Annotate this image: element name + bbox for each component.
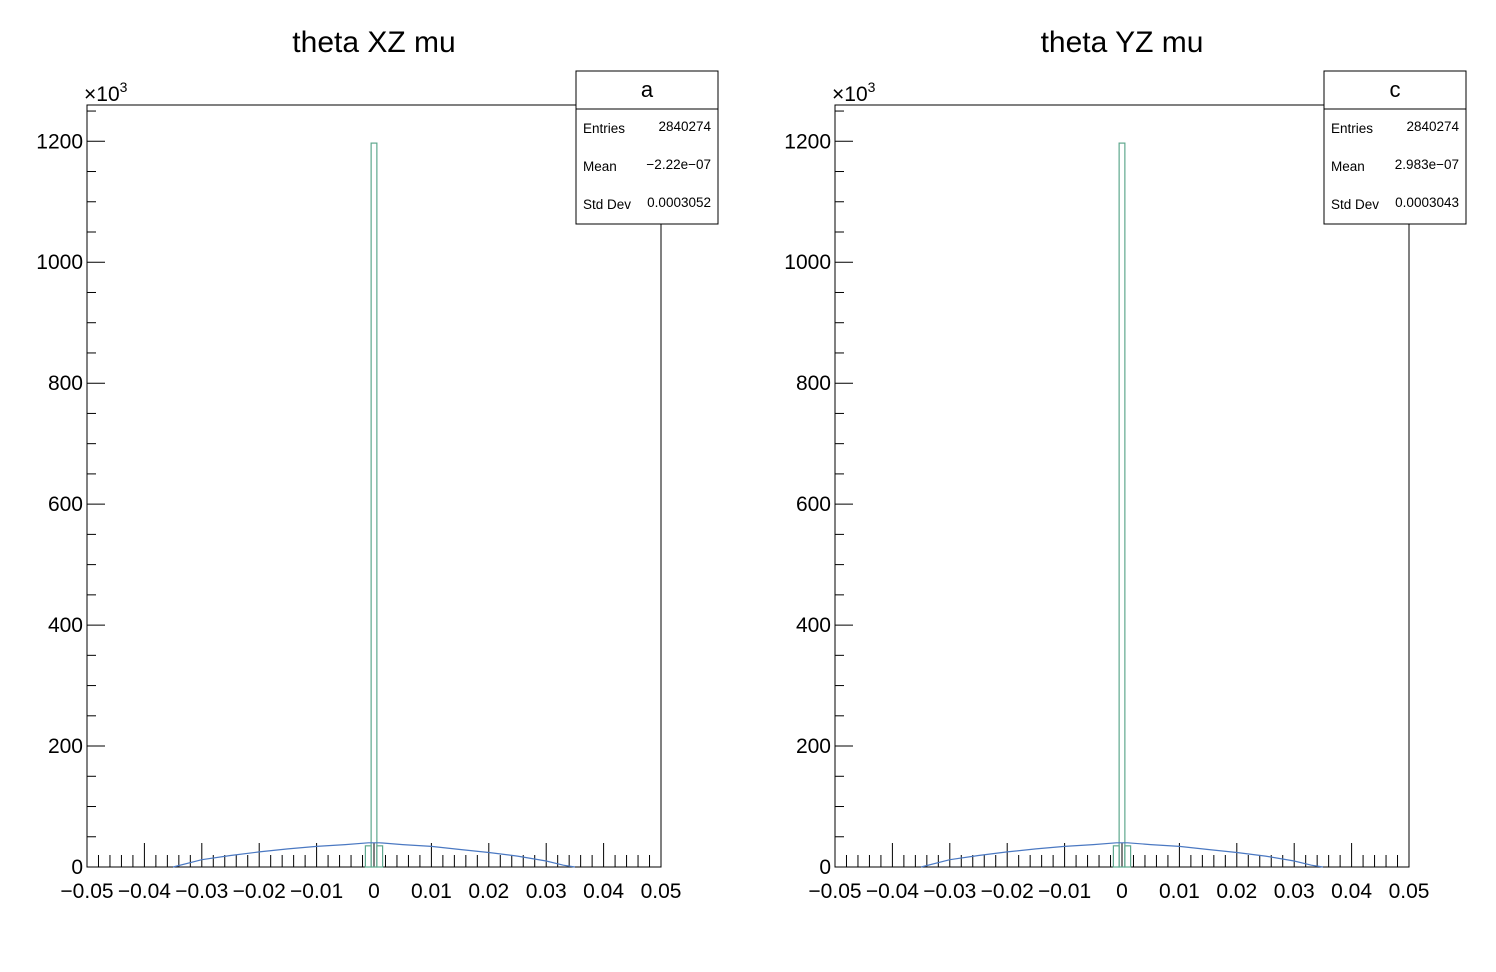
- chart-title: theta YZ mu: [1041, 26, 1204, 59]
- y-multiplier-base: ×10: [832, 83, 868, 106]
- y-tick-label: 0: [71, 856, 83, 879]
- x-tick-label: −0.01: [290, 880, 343, 903]
- y-tick-label: 800: [796, 372, 831, 395]
- y-tick-label: 600: [48, 493, 83, 516]
- x-tick-label: 0.05: [1389, 880, 1430, 903]
- stats-label: Std Dev: [1331, 197, 1379, 212]
- x-tick-label: 0: [368, 880, 380, 903]
- histogram-wide-series: [920, 842, 1323, 868]
- stats-label: Mean: [583, 159, 617, 174]
- x-tick-label: 0: [1116, 880, 1128, 903]
- x-tick-label: 0.03: [1274, 880, 1315, 903]
- x-tick-label: 0.04: [583, 880, 624, 903]
- y-tick-label: 1000: [36, 251, 83, 274]
- x-tick-label: −0.01: [1038, 880, 1091, 903]
- histogram-bin-2: [376, 845, 384, 868]
- stats-value: 0.0003052: [647, 195, 711, 210]
- x-tick-label: −0.05: [60, 880, 113, 903]
- stats-box: c Entries 2840274 Mean 2.983e−07 Std Dev 0.000…: [1323, 70, 1467, 225]
- histogram-panel-0: theta XZ mu ×103 0 200 400 600 800 1000 1200 −0.0…: [36, 26, 719, 903]
- stats-box-frame: [1323, 70, 1467, 225]
- x-tick-label: 0.02: [468, 880, 509, 903]
- chart-title: theta XZ mu: [292, 26, 455, 59]
- plot-frame: [86, 104, 662, 868]
- y-multiplier-exponent: 3: [868, 79, 876, 95]
- y-multiplier-base: ×10: [84, 83, 120, 106]
- stats-box-frame: [575, 70, 719, 225]
- histogram-bin-0: [1112, 845, 1120, 868]
- x-tick-label: −0.03: [923, 880, 976, 903]
- y-tick-label: 1200: [36, 130, 83, 153]
- histogram-panel-1: theta YZ mu ×103 0 200 400 600 800 1000 1200 −0.0…: [784, 26, 1467, 903]
- x-tick-label: 0.03: [526, 880, 567, 903]
- stats-value: 2840274: [1406, 119, 1459, 134]
- x-tick-label: −0.02: [233, 880, 286, 903]
- histogram-wide-series: [172, 842, 575, 868]
- histogram-bin-2: [1124, 845, 1132, 868]
- x-tick-label: 0.01: [1159, 880, 1200, 903]
- stats-value: 2840274: [658, 119, 711, 134]
- stats-value: 2.983e−07: [1395, 157, 1459, 172]
- y-tick-label: 1000: [784, 251, 831, 274]
- plot-frame: [834, 104, 1410, 868]
- histogram-bin-0: [364, 845, 372, 868]
- x-tick-label: −0.04: [118, 880, 171, 903]
- y-multiplier-exponent: 3: [120, 79, 128, 95]
- y-tick-label: 1200: [784, 130, 831, 153]
- stats-box-title: a: [641, 77, 654, 102]
- y-tick-label: 0: [819, 856, 831, 879]
- x-tick-label: 0.02: [1216, 880, 1257, 903]
- x-tick-label: −0.03: [175, 880, 228, 903]
- y-tick-label: 600: [796, 493, 831, 516]
- x-tick-label: −0.02: [981, 880, 1034, 903]
- histogram-bin-1: [370, 142, 378, 868]
- y-tick-label: 800: [48, 372, 83, 395]
- x-tick-label: −0.05: [808, 880, 861, 903]
- y-tick-label: 200: [796, 735, 831, 758]
- x-tick-label: 0.04: [1331, 880, 1372, 903]
- stats-label: Mean: [1331, 159, 1365, 174]
- stats-box-title: c: [1390, 77, 1401, 102]
- stats-label: Entries: [583, 121, 625, 136]
- stats-value: 0.0003043: [1395, 195, 1459, 210]
- y-tick-label: 400: [796, 614, 831, 637]
- stats-label: Entries: [1331, 121, 1373, 136]
- histogram-bin-1: [1118, 142, 1126, 868]
- stats-box: a Entries 2840274 Mean −2.22e−07 Std Dev 0.000…: [575, 70, 719, 225]
- y-multiplier: ×103: [84, 79, 128, 106]
- stats-label: Std Dev: [583, 197, 631, 212]
- y-tick-label: 400: [48, 614, 83, 637]
- x-tick-label: −0.04: [866, 880, 919, 903]
- y-multiplier: ×103: [832, 79, 876, 106]
- x-tick-label: 0.05: [641, 880, 682, 903]
- stats-value: −2.22e−07: [646, 157, 711, 172]
- x-tick-label: 0.01: [411, 880, 452, 903]
- y-tick-label: 200: [48, 735, 83, 758]
